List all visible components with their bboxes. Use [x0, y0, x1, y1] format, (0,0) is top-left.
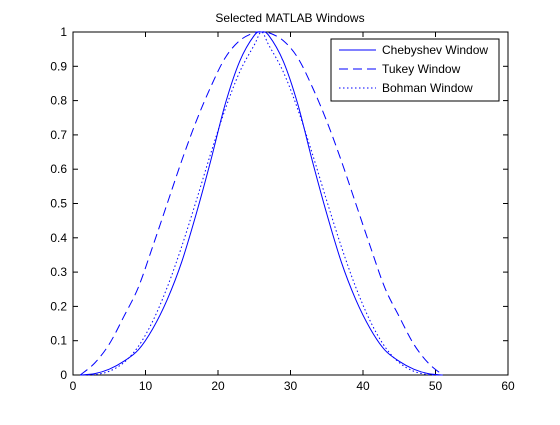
- y-tick-label: 0.9: [50, 59, 67, 73]
- y-tick-label: 0.8: [50, 94, 67, 108]
- x-tick-label: 40: [356, 379, 370, 393]
- x-tick-label: 50: [429, 379, 443, 393]
- y-tick-label: 0.7: [50, 128, 67, 142]
- x-tick-label: 0: [70, 379, 77, 393]
- y-axis: 0 0.1 0.2 0.3 0.4 0.5 0.6 0.7 0.8 0.9 1: [50, 25, 508, 382]
- legend: Chebyshev Window Tukey Window Bohman Windo…: [330, 38, 500, 102]
- x-tick-label: 20: [211, 379, 225, 393]
- y-tick-label: 0.4: [50, 231, 67, 245]
- y-tick-label: 0.1: [50, 334, 67, 348]
- y-tick-label: 0: [60, 368, 67, 382]
- plot-lines: [79, 31, 444, 376]
- y-tick-label: 0.5: [50, 197, 67, 211]
- y-tick-label: 0.6: [50, 162, 67, 176]
- y-tick-label: 0.2: [50, 299, 67, 313]
- x-tick-label: 10: [139, 379, 153, 393]
- y-tick-label: 0.3: [50, 265, 67, 279]
- legend-label: Bohman Window: [382, 81, 473, 95]
- legend-label: Tukey Window: [382, 62, 461, 76]
- series-line-bohman-window: [80, 31, 443, 376]
- y-tick-label: 1: [60, 25, 67, 39]
- x-tick-label: 30: [284, 379, 298, 393]
- chart-title: Selected MATLAB Windows: [215, 11, 364, 25]
- x-tick-label: 60: [501, 379, 515, 393]
- legend-box: [330, 38, 500, 102]
- x-axis: 0 10 20 30 40 50 60: [70, 32, 515, 393]
- series-line-tukey-window: [79, 31, 444, 376]
- legend-label: Chebyshev Window: [382, 43, 488, 57]
